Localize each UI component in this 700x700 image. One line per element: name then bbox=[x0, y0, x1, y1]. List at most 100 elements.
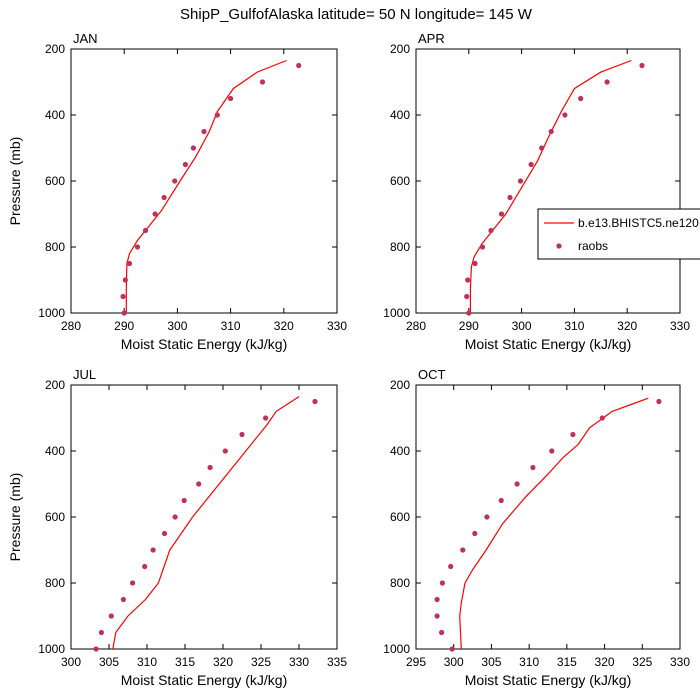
y-axis-title: Pressure (mb) bbox=[7, 473, 23, 562]
model-line bbox=[125, 59, 287, 313]
x-tick-label: 315 bbox=[175, 655, 195, 669]
raob-point bbox=[599, 415, 605, 421]
legend-label-model: b.e13.BHISTC5.ne120 bbox=[578, 216, 699, 230]
raob-point bbox=[108, 613, 114, 619]
raob-point bbox=[570, 431, 576, 438]
raob-point bbox=[228, 95, 234, 102]
raob-point bbox=[530, 464, 536, 471]
raob-point bbox=[449, 646, 455, 652]
raob-point bbox=[434, 613, 440, 619]
raob-point bbox=[196, 481, 202, 487]
model-line bbox=[459, 397, 649, 649]
raob-point bbox=[172, 514, 178, 520]
raob-point bbox=[142, 563, 148, 570]
raob-point bbox=[517, 178, 524, 184]
raob-point bbox=[578, 95, 584, 102]
raob-point bbox=[604, 79, 610, 85]
raob-point bbox=[465, 277, 471, 283]
raob-point bbox=[120, 293, 126, 300]
x-tick-label: 320 bbox=[274, 319, 294, 333]
x-tick-label: 330 bbox=[670, 655, 690, 669]
y-tick-label: 200 bbox=[45, 378, 65, 392]
y-tick-label: 800 bbox=[45, 576, 65, 590]
plot-frame bbox=[415, 384, 681, 650]
raob-point bbox=[448, 563, 454, 570]
x-tick-label: 325 bbox=[632, 655, 652, 669]
y-tick-label: 400 bbox=[45, 108, 65, 122]
raob-point bbox=[201, 128, 207, 135]
raob-point bbox=[150, 547, 156, 553]
raob-point bbox=[464, 293, 470, 300]
raob-point bbox=[562, 112, 568, 118]
y-tick-label: 600 bbox=[390, 510, 410, 524]
figure-title: ShipP_GulfofAlaska latitude= 50 N longit… bbox=[180, 6, 533, 23]
raob-point bbox=[460, 547, 466, 553]
panels: 280 290 300 310 320 330 200 400 600 800 1000 JAN Moi… bbox=[7, 31, 690, 688]
panel-label: JAN bbox=[73, 31, 98, 46]
y-tick-label: 800 bbox=[390, 240, 410, 254]
x-tick-label: 290 bbox=[114, 319, 134, 333]
y-tick-label: 1000 bbox=[383, 642, 410, 656]
x-tick-label: 330 bbox=[327, 319, 347, 333]
x-tick-label: 310 bbox=[519, 655, 539, 669]
y-tick-label: 1000 bbox=[38, 306, 65, 320]
x-tick-label: 320 bbox=[213, 655, 233, 669]
raob-point bbox=[472, 260, 478, 267]
raob-point bbox=[126, 260, 133, 267]
x-tick-label: 300 bbox=[444, 655, 464, 669]
raob-point bbox=[488, 227, 494, 234]
raob-point bbox=[439, 629, 445, 636]
x-axis-title: Moist Static Energy (kJ/kg) bbox=[465, 672, 632, 688]
panel-jan: 280 290 300 310 320 330 200 400 600 800 1000 JAN Moi… bbox=[7, 31, 347, 352]
panel-oct: 295 300 305 310 315 320 325 330 200 400 600 800 1000… bbox=[383, 367, 690, 688]
raob-point bbox=[142, 227, 149, 234]
plot-frame bbox=[70, 48, 338, 314]
raob-point bbox=[296, 62, 302, 69]
plot-frame bbox=[70, 384, 338, 650]
y-tick-label: 200 bbox=[390, 378, 410, 392]
panel-apr: 280 290 300 310 320 330 200 400 600 800 1000 APR Moi… bbox=[383, 31, 690, 352]
legend-marker-swatch bbox=[556, 243, 562, 249]
raob-point bbox=[498, 497, 504, 504]
raob-point bbox=[439, 580, 445, 586]
y-tick-label: 1000 bbox=[38, 642, 65, 656]
x-tick-label: 310 bbox=[564, 319, 584, 333]
y-tick-label: 200 bbox=[390, 42, 410, 56]
raob-point bbox=[214, 112, 220, 118]
raob-point bbox=[312, 398, 318, 405]
raob-point bbox=[472, 530, 478, 537]
y-tick-label: 800 bbox=[45, 240, 65, 254]
x-tick-label: 330 bbox=[289, 655, 309, 669]
raob-point bbox=[98, 629, 104, 636]
x-tick-label: 305 bbox=[481, 655, 501, 669]
y-tick-label: 600 bbox=[45, 174, 65, 188]
raob-point bbox=[484, 514, 490, 520]
x-tick-label: 300 bbox=[512, 319, 532, 333]
raob-point bbox=[507, 194, 513, 201]
raob-point bbox=[239, 431, 245, 438]
x-tick-label: 330 bbox=[670, 319, 690, 333]
y-tick-label: 600 bbox=[45, 510, 65, 524]
y-axis-title: Pressure (mb) bbox=[7, 137, 23, 226]
x-tick-label: 310 bbox=[137, 655, 157, 669]
raob-point bbox=[93, 646, 99, 652]
raob-point bbox=[639, 62, 645, 69]
panel-label: APR bbox=[418, 31, 445, 46]
x-tick-label: 305 bbox=[99, 655, 119, 669]
x-tick-label: 320 bbox=[617, 319, 637, 333]
y-tick-label: 200 bbox=[45, 42, 65, 56]
raob-point bbox=[130, 580, 136, 586]
raob-point bbox=[134, 244, 141, 250]
raob-point bbox=[498, 211, 505, 217]
x-tick-label: 310 bbox=[221, 319, 241, 333]
raob-point bbox=[479, 244, 486, 250]
x-tick-label: 295 bbox=[406, 655, 426, 669]
x-tick-label: 315 bbox=[557, 655, 577, 669]
y-tick-label: 400 bbox=[45, 444, 65, 458]
plot-frame bbox=[415, 48, 681, 314]
x-axis-title: Moist Static Energy (kJ/kg) bbox=[121, 672, 288, 688]
x-tick-label: 325 bbox=[251, 655, 271, 669]
y-tick-label: 1000 bbox=[383, 306, 410, 320]
raob-point bbox=[466, 310, 472, 316]
